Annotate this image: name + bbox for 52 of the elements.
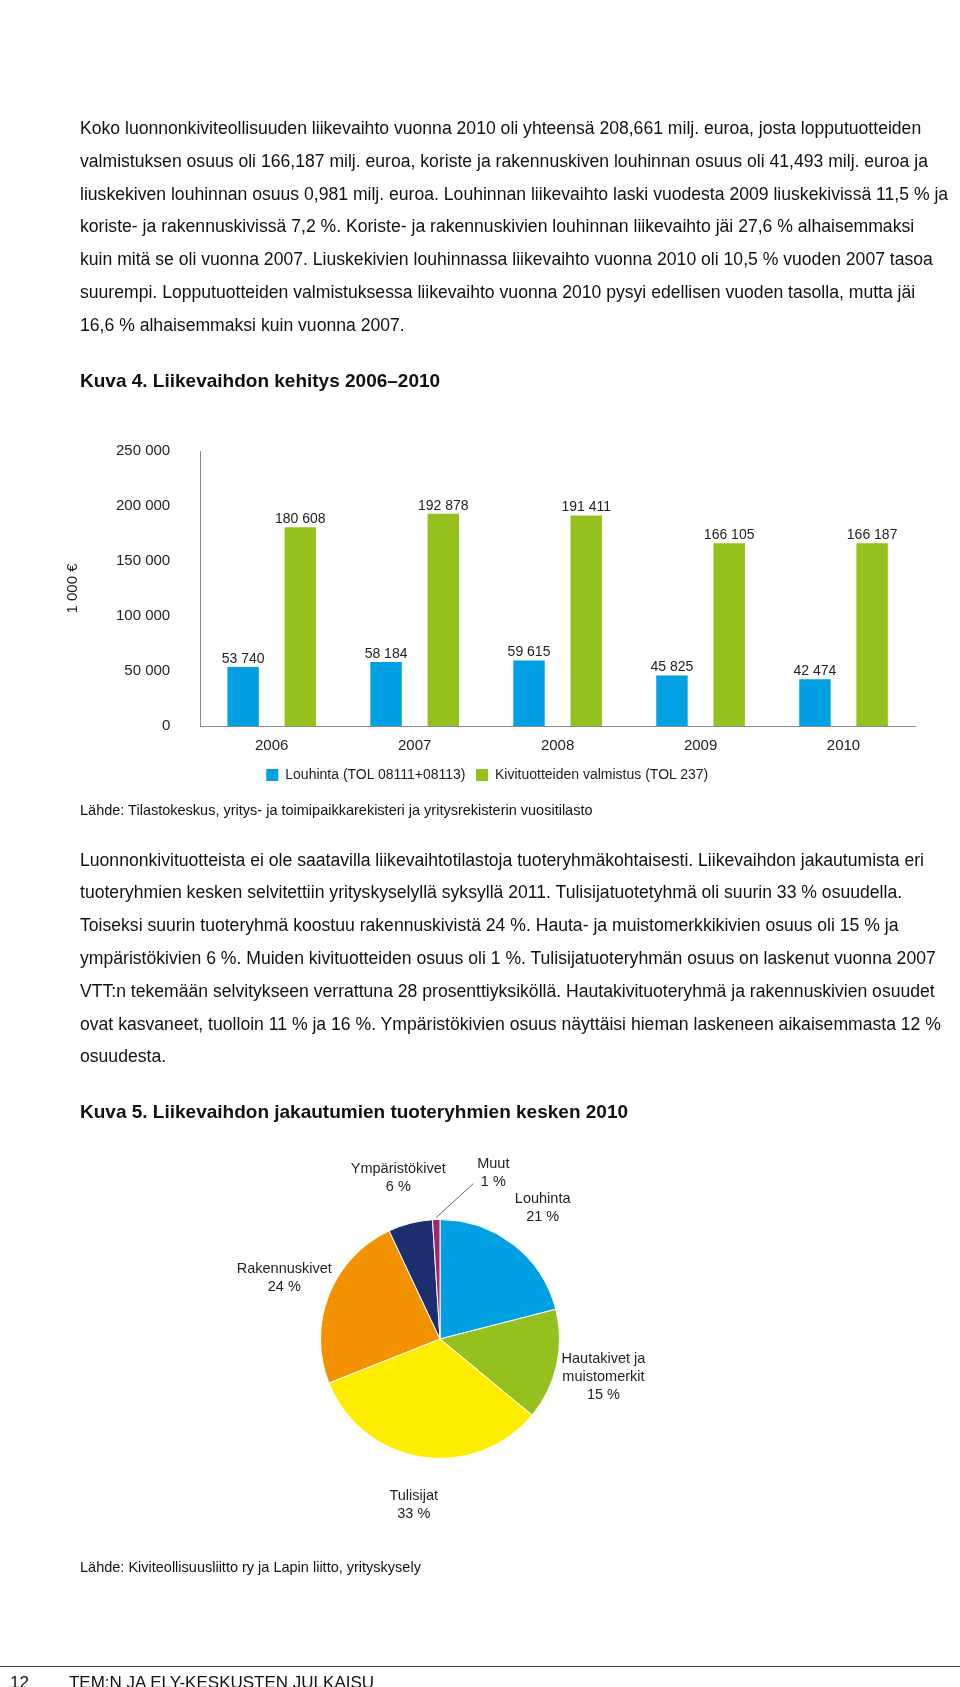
bar: [284, 526, 317, 726]
text: Lähde: Kiviteollisuusliitto ry ja Lapin liitto, yrityskysely: [80, 1559, 422, 1576]
y-tick-label: 100 000: [115, 605, 171, 623]
data-label: 59 615: [507, 642, 551, 659]
data-label: 6 %: [385, 1177, 411, 1194]
text: Koko luonnonkiviteollisuuden liikevaihto vuonna 2010 oli yhteensä 208,661 milj. euroa, josta lopputuotteiden valmistuksen osuus oli 166,187 milj. euroa, koriste ja rakennuskiven louhinnan osuus oli 41,493 milj. euroa ja liuskekiven louhinnan osuus 0,981 milj. euroa. Louhinnan liikevaihto laski vuodesta 2009 liuskekivissä 11,5 % ja koriste- ja rakennuskivissä 7,2 %. Koriste- ja rakennuskivien louhinnan liikevaihto jäi 27,6 % alhaisemmaksi kuin mitä se oli vuonna 2007. Liuskekivien louhinnassa liikevaihto vuonna 2010 oli 10,5 % vuoden 2007 tasoa suurempi. Lopputuotteiden valmistuksessa liikevaihto vuonna 2010 pysyi edellisen vuoden tasolla, mutta jäi 16,6 % alhaisemmaksi kuin vuonna 2007.: [80, 117, 950, 337]
data-label: 191 411: [561, 497, 612, 514]
x-tick-label: 2010: [826, 735, 861, 753]
bar: [856, 542, 888, 726]
data-label: 180 608: [274, 509, 326, 526]
bar: [799, 678, 831, 726]
data-label: 21 %: [526, 1207, 560, 1224]
y-axis-title: 1 000 €: [63, 562, 81, 614]
slice-label: Hautakivet ja muistomerkit: [561, 1349, 647, 1384]
y-tick-label: 50 000: [124, 660, 171, 678]
y-tick-label: 200 000: [115, 495, 171, 513]
y-tick-label: 0: [161, 715, 171, 733]
chart-title: Kuva 4. Liikevaihdon kehitys 2006–2010: [80, 369, 442, 392]
x-tick-label: 2009: [683, 735, 718, 753]
y-tick-label: 250 000: [115, 440, 171, 458]
slice-label: Muut: [477, 1154, 510, 1171]
data-label: 166 187: [846, 525, 898, 542]
data-label: 45 825: [650, 658, 694, 675]
data-label: 24 %: [267, 1278, 301, 1295]
y-tick-label: 150 000: [115, 550, 171, 568]
legend-label: Kivituotteiden valmistus (TOL 237): [494, 765, 709, 782]
data-label: 1 %: [480, 1172, 506, 1189]
data-label: 53 740: [221, 649, 265, 666]
data-label: 15 %: [586, 1385, 621, 1402]
x-tick-label: 2008: [540, 735, 575, 753]
slice-label: Ympäristökivet: [350, 1159, 446, 1176]
bar: [370, 661, 402, 726]
x-tick-label: 2006: [255, 735, 289, 753]
bar: [656, 675, 688, 726]
bar: [227, 666, 259, 726]
data-label: 166 105: [703, 525, 755, 542]
bar: [570, 515, 602, 726]
bar: [513, 660, 545, 726]
data-label: 33 %: [397, 1505, 431, 1522]
x-tick-label: 2007: [397, 735, 432, 753]
data-label: 42 474: [793, 661, 837, 678]
slice-label: Louhinta: [514, 1189, 572, 1206]
bar: [713, 542, 745, 726]
slice-label: Tulisijat: [389, 1487, 439, 1504]
slice-label: Rakennuskivet: [236, 1260, 332, 1277]
legend-label: Louhinta (TOL 08111+08113): [285, 765, 466, 782]
text: Lähde: Tilastokeskus, yritys- ja toimipaikkarekisteri ja yritysrekisterin vuositilasto: [80, 801, 594, 818]
data-label: 58 184: [364, 644, 408, 661]
bar: [427, 513, 459, 726]
chart-title: Kuva 5. Liikevaihdon jakautumien tuoteryhmien kesken 2010: [80, 1101, 630, 1124]
data-label: 192 878: [417, 496, 469, 513]
text: Luonnonkivituotteista ei ole saatavilla liikevaihtotilastoja tuoteryhmäkohtaisesti. Liikevaihdon jakautumista eri tuoteryhmien kesken selvitettiin yrityskyselyllä syksyllä 2011. Tulisijatuotetyhmä oli suurin 33 % osuudella. Toiseksi suurin tuoteryhmä koostuu rakennuskivistä 24 %. Hauta- ja muistomerkkikivien osuus oli 15 % ja ympäristökivien 6 %. Muiden kivituotteiden osuus oli 1 %. Tulisijatuoteryhmän osuus on laskenut vuonna 2007 VTT:n tekemään selvitykseen verrattuna 28 prosenttiyksiköllä. Hautakivituoteryhmä ja rakennuskivien osuudet ovat kasvaneet, tuolloin 11 % ja 16 %. Ympäristökivien osuus näyttäisi hieman laskeneen aikaisemmasta 12 % osuudesta.: [80, 848, 942, 1069]
